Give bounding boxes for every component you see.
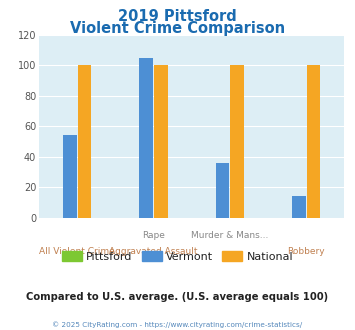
Legend: Pittsford, Vermont, National: Pittsford, Vermont, National <box>58 247 297 267</box>
Bar <box>140 57 153 218</box>
Bar <box>154 65 168 218</box>
Text: All Violent Crime: All Violent Crime <box>39 248 115 256</box>
Bar <box>78 65 91 218</box>
Text: © 2025 CityRating.com - https://www.cityrating.com/crime-statistics/: © 2025 CityRating.com - https://www.city… <box>53 322 302 328</box>
Bar <box>292 196 306 218</box>
Text: Compared to U.S. average. (U.S. average equals 100): Compared to U.S. average. (U.S. average … <box>26 292 329 302</box>
Text: Rape: Rape <box>142 231 165 240</box>
Text: Violent Crime Comparison: Violent Crime Comparison <box>70 21 285 36</box>
Bar <box>307 65 320 218</box>
Text: 2019 Pittsford: 2019 Pittsford <box>118 9 237 24</box>
Text: Robbery: Robbery <box>288 248 325 256</box>
Text: Aggravated Assault: Aggravated Assault <box>109 248 198 256</box>
Text: Murder & Mans...: Murder & Mans... <box>191 231 268 240</box>
Bar <box>63 135 77 218</box>
Bar <box>230 65 244 218</box>
Bar <box>216 163 229 218</box>
